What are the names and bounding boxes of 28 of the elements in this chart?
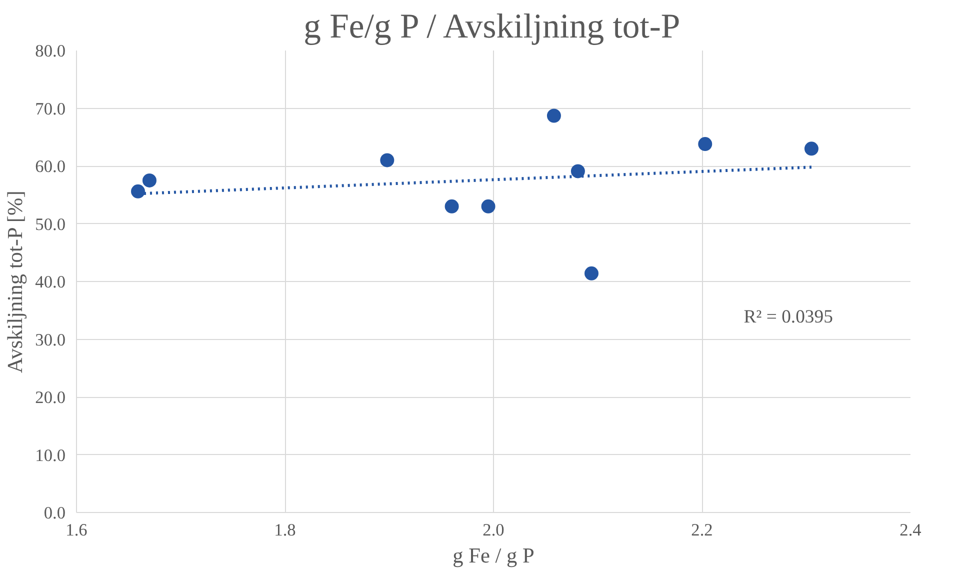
- annotation: R² = 0.0395: [744, 306, 833, 328]
- point: [380, 153, 394, 168]
- y-tick-label: 80.0: [35, 42, 66, 60]
- y-tick-label: 60.0: [35, 157, 66, 176]
- y-tick-label: 10.0: [35, 446, 66, 465]
- y-tick-label: 0.0: [44, 504, 66, 522]
- point: [444, 199, 459, 214]
- x-tick-label: 1.8: [274, 520, 296, 540]
- point: [481, 199, 496, 214]
- x-tick-label: 2.0: [482, 520, 504, 540]
- y-tick-label: 40.0: [35, 272, 66, 292]
- point: [570, 164, 585, 178]
- point: [804, 142, 818, 156]
- x-tick-label: 1.6: [66, 520, 88, 540]
- x-tick-label: 2.2: [691, 520, 713, 540]
- point: [584, 266, 598, 280]
- point: [698, 137, 712, 152]
- point: [546, 108, 561, 123]
- y-axis-title: Avskiljning tot-P [%]: [3, 190, 28, 374]
- x-axis-title: g Fe / g P: [452, 544, 534, 568]
- point: [131, 184, 146, 198]
- point: [142, 173, 156, 188]
- y-tick-label: 50.0: [35, 214, 66, 234]
- x-tick-label: 2.4: [900, 520, 922, 540]
- chart-title: g Fe/g P / Avskiljning tot-P: [304, 8, 680, 46]
- y-tick-label: 20.0: [35, 388, 66, 407]
- y-tick-label: 70.0: [35, 99, 66, 118]
- y-tick-label: 30.0: [35, 330, 66, 350]
